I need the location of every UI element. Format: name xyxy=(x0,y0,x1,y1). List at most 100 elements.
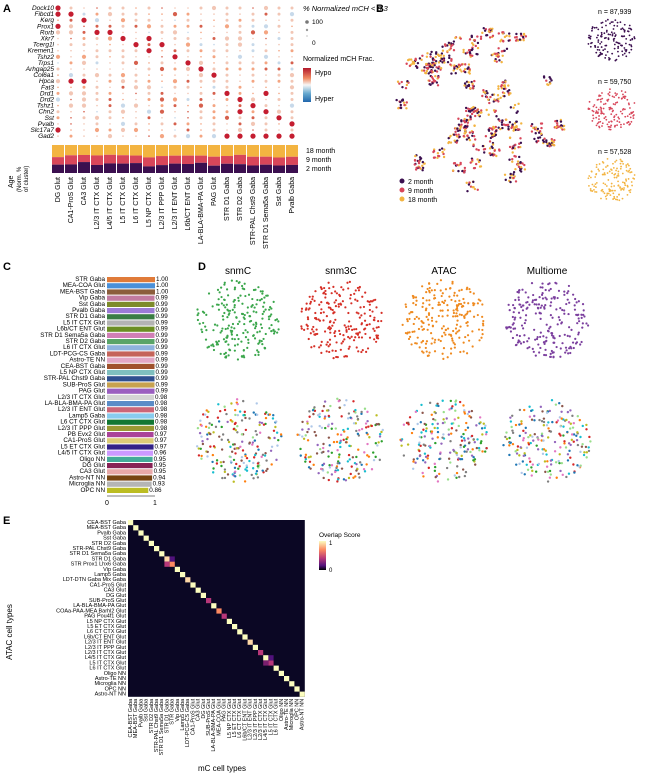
umap-point-celltype xyxy=(460,454,463,458)
umap-point xyxy=(548,142,551,145)
umap-point-celltype xyxy=(265,469,268,473)
umap-point xyxy=(473,79,476,83)
umap-point-celltype xyxy=(588,435,591,439)
dot xyxy=(226,104,228,107)
dot xyxy=(278,49,280,52)
umap-point xyxy=(485,33,489,37)
umap-point xyxy=(247,341,250,344)
umap-point-celltype xyxy=(238,465,241,468)
bar xyxy=(107,345,155,351)
umap-point-celltype xyxy=(242,461,245,465)
dot xyxy=(161,56,163,58)
umap-point xyxy=(414,296,418,299)
umap-point xyxy=(363,319,367,322)
umap-point-celltype xyxy=(220,425,223,429)
umap-point xyxy=(524,319,527,322)
umap-point xyxy=(240,284,244,288)
umap-point xyxy=(454,332,458,335)
umap-point xyxy=(314,311,317,315)
umap-point-celltype xyxy=(270,463,273,466)
umap-small-point xyxy=(611,33,614,36)
umap-point xyxy=(338,294,342,298)
umap-point xyxy=(204,325,207,328)
umap-point xyxy=(220,302,223,305)
umap-point-celltype xyxy=(456,465,459,468)
umap-point xyxy=(349,297,352,300)
umap-point xyxy=(244,294,247,298)
umap-point-celltype xyxy=(459,457,462,461)
dot xyxy=(212,104,216,108)
umap-point xyxy=(519,170,523,173)
umap-point xyxy=(315,328,318,331)
umap-point-celltype xyxy=(566,453,570,456)
umap-point xyxy=(443,61,446,64)
umap-point-celltype xyxy=(449,399,453,403)
umap-point xyxy=(473,187,477,191)
umap-point xyxy=(469,161,472,164)
dot xyxy=(211,5,217,11)
umap-point-celltype xyxy=(472,456,475,459)
umap-point xyxy=(515,334,519,337)
dot xyxy=(225,61,229,65)
umap-point xyxy=(568,347,571,350)
dot xyxy=(161,7,163,9)
umap-point xyxy=(404,303,407,306)
umap-point xyxy=(439,54,443,57)
umap-point xyxy=(255,311,258,314)
dot xyxy=(251,61,255,65)
umap-point-celltype xyxy=(243,410,247,414)
umap-point xyxy=(511,315,514,319)
umap-point-celltype xyxy=(255,413,259,416)
umap-point-celltype xyxy=(463,409,466,412)
umap-point-celltype xyxy=(509,416,512,419)
umap-point xyxy=(550,332,553,335)
umap-point-celltype xyxy=(452,448,455,452)
umap-point-celltype xyxy=(244,454,247,458)
umap-point-celltype xyxy=(238,474,242,477)
umap-small-point xyxy=(614,189,616,192)
umap-small-point xyxy=(623,97,626,100)
dot xyxy=(264,61,268,65)
umap-small-point xyxy=(603,32,606,35)
umap-point-celltype xyxy=(299,454,302,457)
umap-point xyxy=(500,121,504,124)
umap-point xyxy=(371,310,374,313)
umap-small-point xyxy=(625,169,628,172)
umap-point xyxy=(553,337,556,340)
umap-point xyxy=(347,347,350,350)
umap-small-point xyxy=(609,194,612,197)
umap-small-point xyxy=(605,30,608,33)
umap-point xyxy=(306,327,309,330)
umap-point xyxy=(331,308,334,312)
umap-small-point xyxy=(633,174,636,176)
age-bar-segment xyxy=(130,163,142,173)
umap-point-celltype xyxy=(520,422,523,425)
umap-point-celltype xyxy=(366,442,369,446)
gene-label: Fat3 xyxy=(41,84,54,91)
umap-point-celltype xyxy=(272,414,275,417)
umap-point xyxy=(543,353,546,357)
x-tick-label: 0 xyxy=(105,500,109,507)
umap-small-point xyxy=(630,120,633,123)
dot xyxy=(68,73,74,78)
heatmap-cell xyxy=(169,561,175,567)
dot xyxy=(159,134,165,139)
umap-point-celltype xyxy=(419,421,423,424)
umap-point xyxy=(519,141,523,145)
umap-small-point xyxy=(606,192,609,195)
umap-point-celltype xyxy=(402,423,406,426)
dot xyxy=(83,135,85,137)
umap-point xyxy=(470,109,474,112)
umap-point-celltype xyxy=(368,436,371,439)
umap-point xyxy=(479,299,482,302)
umap-point xyxy=(437,314,440,318)
dot xyxy=(83,49,85,52)
celltype-label: STR D1 Gaba xyxy=(224,177,231,221)
umap-small-point xyxy=(620,123,622,126)
umap-point xyxy=(476,188,479,191)
umap-point-celltype xyxy=(233,466,237,470)
umap-point xyxy=(451,339,454,342)
umap-point xyxy=(405,107,408,110)
umap-point xyxy=(233,327,236,330)
